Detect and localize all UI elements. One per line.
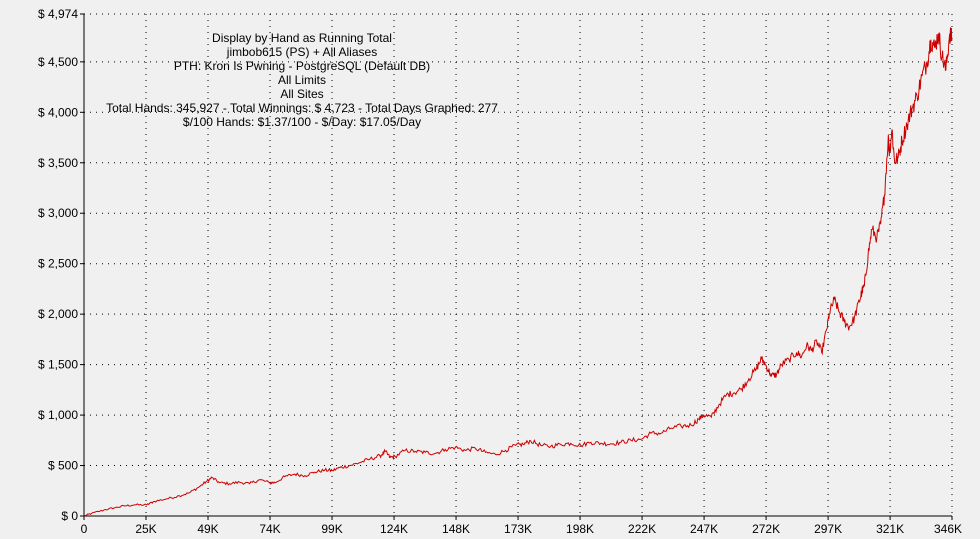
y-tick-label: $ 500 bbox=[48, 459, 78, 473]
y-tick-label: $ 3,500 bbox=[38, 156, 78, 170]
x-tick-label: 321K bbox=[876, 522, 904, 536]
y-tick-label: $ 4,974 bbox=[38, 7, 78, 21]
y-tick-label: $ 0 bbox=[61, 509, 78, 523]
x-tick-label: 25K bbox=[135, 522, 156, 536]
x-tick-label: 148K bbox=[442, 522, 470, 536]
x-tick-labels: 0 25K 49K 74K 99K 124K 148K 173K 198K 222K 247K 272… bbox=[81, 516, 962, 536]
info-line-0: Display by Hand as Running Total bbox=[212, 31, 392, 45]
x-tick-label: 346K bbox=[934, 522, 962, 536]
y-tick-label: $ 4,000 bbox=[38, 105, 78, 119]
y-tick-label: $ 1,500 bbox=[38, 358, 78, 372]
info-line-4: All Sites bbox=[280, 87, 323, 101]
info-line-3: All Limits bbox=[278, 73, 326, 87]
x-tick-label: 0 bbox=[81, 522, 88, 536]
y-tick-labels: $ 0 $ 500 $ 1,000 $ 1,500 $ 2,000 $ 2,500 $ 3,… bbox=[38, 7, 84, 523]
info-line-5: Total Hands: 345,927 - Total Winnings: $… bbox=[106, 101, 498, 115]
info-line-1: jimbob615 (PS) + All Aliases bbox=[226, 45, 377, 59]
y-tick-label: $ 1,000 bbox=[38, 408, 78, 422]
x-tick-label: 124K bbox=[380, 522, 408, 536]
y-tick-label: $ 4,500 bbox=[38, 55, 78, 69]
x-tick-label: 49K bbox=[197, 522, 218, 536]
grid-lines bbox=[84, 13, 953, 517]
x-tick-label: 74K bbox=[259, 522, 280, 536]
x-tick-label: 99K bbox=[321, 522, 342, 536]
x-tick-label: 272K bbox=[752, 522, 780, 536]
x-tick-label: 173K bbox=[504, 522, 532, 536]
winnings-line bbox=[83, 27, 953, 517]
x-tick-label: 222K bbox=[628, 522, 656, 536]
y-tick-label: $ 2,500 bbox=[38, 257, 78, 271]
series-layer bbox=[83, 27, 953, 517]
x-tick-label: 297K bbox=[814, 522, 842, 536]
x-tick-label: 247K bbox=[690, 522, 718, 536]
y-tick-label: $ 3,000 bbox=[38, 206, 78, 220]
x-tick-label: 198K bbox=[566, 522, 594, 536]
info-line-6: $/100 Hands: $1.37/100 - $/Day: $17.05/D… bbox=[183, 115, 421, 129]
graph-info-text: Display by Hand as Running Total jimbob6… bbox=[106, 31, 498, 129]
info-line-2: PTH: Kron Is Pwning - PostgreSQL (Defaul… bbox=[174, 59, 430, 73]
y-tick-label: $ 2,000 bbox=[38, 307, 78, 321]
